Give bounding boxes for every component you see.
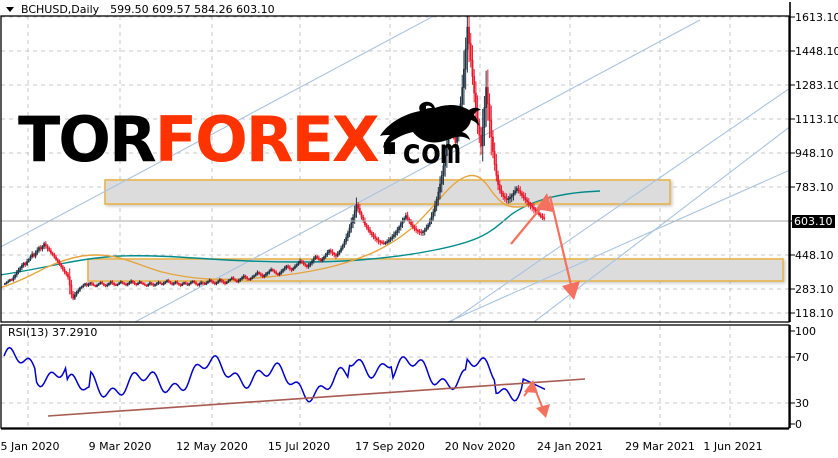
rsi-grid [1, 326, 789, 428]
date-tick-1: 9 Mar 2020 [88, 440, 152, 453]
forecast-arrow-down-shaft [548, 195, 573, 286]
rsi-forecast-arrow-down-shaft [532, 383, 544, 410]
price-tick-1448: 1448.10 [795, 45, 838, 58]
channel-line-3 [449, 88, 789, 322]
channel-line-2 [133, 19, 701, 322]
price-grid [1, 16, 789, 322]
rsi-pane-frame [0, 324, 790, 429]
price-tick-948: 948.10 [795, 147, 834, 160]
price-tick-1283: 1283.10 [795, 79, 838, 92]
candlestick-series[interactable] [3, 9, 546, 301]
date-tick-6: 24 Jan 2021 [537, 440, 603, 453]
price-tick-448: 448.10 [795, 249, 834, 262]
rsi-tick-0: 0 [795, 418, 802, 431]
price-pane-frame [0, 15, 790, 323]
date-tick-0: 5 Jan 2020 [0, 440, 60, 453]
rsi-forecast-arrow-down-head [536, 404, 550, 418]
bull-logo-icon [380, 101, 481, 148]
channel-line-5 [446, 169, 789, 322]
date-tick-5: 20 Nov 2020 [444, 440, 516, 453]
channel-line-4 [533, 126, 789, 322]
price-tick-118: 118.10 [795, 307, 834, 320]
chevron-down-icon[interactable] [6, 6, 14, 12]
channel-line-1 [1, 16, 435, 248]
date-tick-2: 12 May 2020 [176, 440, 248, 453]
rsi-indicator-label: RSI(13) 37.2910 [8, 326, 98, 339]
date-tick-4: 17 Sep 2020 [355, 440, 425, 453]
rsi-tick-100: 100 [795, 325, 816, 338]
rsi-forecast [523, 380, 550, 418]
date-tick-3: 15 Jul 2020 [267, 440, 331, 453]
rsi-axis-ticks [790, 330, 795, 425]
price-tick-1613: 1613.10 [795, 11, 838, 24]
date-tick-8: 1 Jun 2021 [703, 440, 763, 453]
support-zone-upper [104, 179, 671, 205]
symbol-label: BCHUSD,Daily [21, 2, 100, 16]
ohlc-values: 599.50 609.57 584.26 603.10 [110, 2, 275, 16]
rsi-trendline [47, 378, 586, 417]
rsi-tick-30: 30 [795, 397, 809, 410]
price-tick-1113: 1113.10 [795, 113, 838, 126]
rsi-tick-70: 70 [795, 351, 809, 364]
price-forecast [510, 193, 580, 300]
price-tick-283: 283.10 [795, 283, 834, 296]
ma-fast-line [1, 174, 549, 289]
forecast-arrow-up-head [536, 193, 553, 212]
forecast-arrow-up-shaft [510, 203, 545, 245]
forecast-arrow-down-head [562, 281, 580, 300]
price-tick-783: 783.10 [795, 181, 834, 194]
price-axis-ticks [790, 16, 795, 314]
date-tick-7: 29 Mar 2021 [625, 440, 695, 453]
current-price-label: 603.10 [792, 215, 835, 228]
symbol-quote-header[interactable]: BCHUSD,Daily 599.50 609.57 584.26 603.10 [6, 2, 275, 16]
